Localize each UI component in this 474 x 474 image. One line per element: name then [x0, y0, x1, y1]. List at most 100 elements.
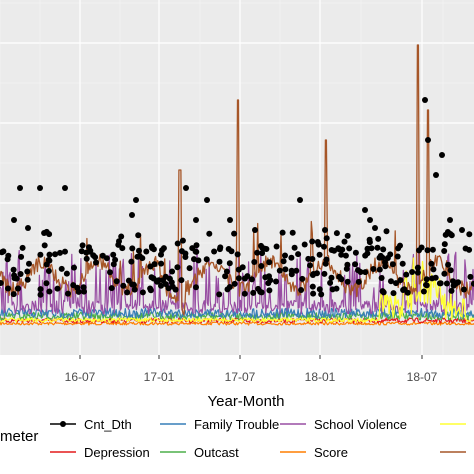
- data-point: [388, 278, 394, 285]
- data-point: [135, 232, 142, 239]
- legend-item: School Violence: [280, 417, 407, 432]
- data-point: [321, 270, 328, 277]
- data-point: [193, 284, 199, 291]
- data-point: [259, 250, 266, 257]
- data-point: [234, 251, 241, 258]
- data-point: [10, 266, 17, 273]
- data-point: [382, 263, 389, 270]
- data-point: [250, 289, 257, 296]
- data-point: [45, 268, 52, 274]
- data-point: [439, 152, 445, 158]
- data-point: [136, 253, 143, 260]
- data-point: [344, 261, 351, 268]
- data-point: [322, 227, 328, 233]
- data-point: [57, 249, 63, 256]
- data-point: [447, 267, 454, 274]
- data-point: [231, 230, 238, 237]
- points-layer: [0, 97, 474, 298]
- data-point: [266, 259, 273, 266]
- data-point: [11, 217, 17, 223]
- x-tick-label: 17-01: [144, 370, 175, 384]
- data-point: [448, 287, 455, 294]
- x-axis: 16-07 17-01 17-07 18-01 18-07: [65, 355, 438, 384]
- data-point: [425, 137, 431, 143]
- data-point: [119, 245, 126, 252]
- data-point: [450, 278, 456, 285]
- legend-label: School Violence: [314, 417, 407, 432]
- data-point: [282, 266, 289, 273]
- x-tick-label: 18-01: [305, 370, 336, 384]
- data-point: [80, 284, 87, 291]
- data-point: [24, 276, 31, 283]
- data-point: [11, 275, 18, 282]
- data-point: [310, 290, 317, 297]
- data-point: [384, 255, 391, 261]
- data-point: [203, 256, 210, 263]
- data-point: [172, 286, 179, 293]
- data-point: [37, 291, 44, 298]
- data-point: [445, 261, 452, 268]
- legend-key-point: [60, 421, 66, 427]
- data-point: [403, 271, 410, 278]
- legend-item: Cnt_Dth: [50, 417, 132, 432]
- data-point: [222, 273, 229, 280]
- data-point: [120, 282, 127, 289]
- data-point: [459, 227, 465, 233]
- data-point: [266, 273, 272, 280]
- data-point: [252, 227, 258, 233]
- data-point: [62, 185, 68, 191]
- data-point: [466, 231, 473, 238]
- data-point: [318, 291, 325, 298]
- data-point: [374, 244, 381, 251]
- data-point: [316, 286, 323, 293]
- data-point: [397, 277, 404, 284]
- data-point: [166, 275, 173, 282]
- data-point: [216, 258, 223, 265]
- data-point: [81, 288, 87, 295]
- data-point: [341, 238, 348, 245]
- data-point: [329, 286, 336, 293]
- data-point: [346, 245, 353, 252]
- data-point: [37, 185, 43, 191]
- data-point: [441, 248, 448, 254]
- data-point: [344, 278, 351, 285]
- data-point: [108, 285, 115, 292]
- data-point: [248, 276, 255, 283]
- data-point: [299, 275, 306, 282]
- data-point: [362, 269, 369, 276]
- data-point: [443, 280, 450, 287]
- data-point: [378, 275, 385, 281]
- data-point: [158, 282, 164, 289]
- data-point: [15, 285, 22, 292]
- data-point: [133, 197, 139, 203]
- data-point: [441, 241, 448, 248]
- data-point: [321, 243, 327, 250]
- series-line: [0, 321, 474, 326]
- data-point: [352, 249, 359, 256]
- data-point: [37, 251, 44, 258]
- data-point: [0, 280, 4, 286]
- data-point: [192, 248, 199, 255]
- data-point: [376, 266, 383, 273]
- data-point: [429, 275, 436, 282]
- data-point: [92, 254, 99, 261]
- data-point: [37, 286, 44, 293]
- data-point: [128, 258, 135, 265]
- data-point: [380, 246, 387, 253]
- data-point: [301, 241, 308, 248]
- data-point: [159, 247, 165, 254]
- data-point: [338, 251, 345, 258]
- data-point: [289, 229, 296, 236]
- data-point: [436, 280, 443, 287]
- data-point: [118, 233, 125, 240]
- data-point: [174, 240, 181, 247]
- data-point: [327, 279, 334, 286]
- data-point: [355, 278, 362, 285]
- data-point: [147, 287, 154, 294]
- data-point: [357, 269, 364, 275]
- data-point: [273, 278, 279, 285]
- data-point: [338, 276, 345, 283]
- data-point: [239, 264, 246, 271]
- data-point: [71, 264, 77, 271]
- data-point: [46, 251, 53, 258]
